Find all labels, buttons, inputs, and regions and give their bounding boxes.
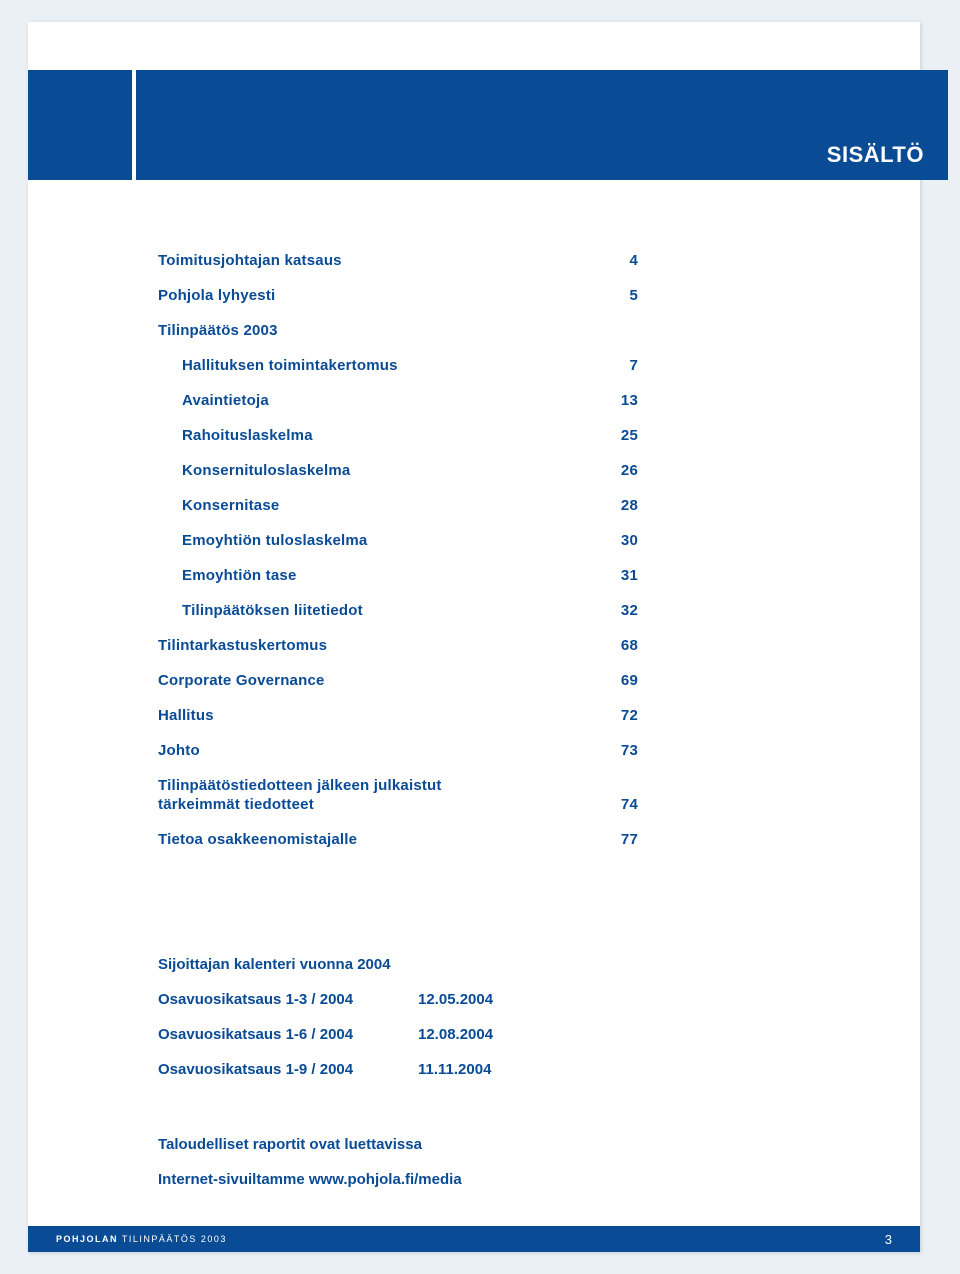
toc-page: 69 (621, 672, 638, 689)
toc-label: Konsernituloslaskelma (182, 462, 350, 479)
toc-label-line2: tärkeimmät tiedotteet (158, 796, 314, 813)
toc-label: Tilintarkastuskertomus (158, 637, 327, 654)
toc-row: Hallitus 72 (158, 707, 638, 724)
footer-bold: POHJOLAN (56, 1234, 118, 1244)
spacer (158, 866, 638, 956)
toc-row: Tilinpäätöksen liitetiedot 32 (158, 602, 638, 619)
toc-row: Toimitusjohtajan katsaus 4 (158, 252, 638, 269)
toc-label: Hallituksen toimintakertomus (182, 357, 398, 374)
spacer (158, 1096, 638, 1136)
toc-label: Avaintietoja (182, 392, 269, 409)
toc-page: 77 (621, 831, 638, 848)
calendar-label: Osavuosikatsaus 1-3 / 2004 (158, 991, 418, 1008)
toc-label: Corporate Governance (158, 672, 325, 689)
toc-page: 5 (629, 287, 638, 304)
toc-row: Pohjola lyhyesti 5 (158, 287, 638, 304)
toc-page: 68 (621, 637, 638, 654)
toc-label: Tilinpäätös 2003 (158, 322, 278, 339)
header-band-left (28, 70, 132, 180)
toc-row: Hallituksen toimintakertomus 7 (158, 357, 638, 374)
header-band-main: SISÄLTÖ (136, 70, 948, 180)
page-container: SISÄLTÖ Toimitusjohtajan katsaus 4 Pohjo… (28, 22, 920, 1252)
toc-label: Konsernitase (182, 497, 279, 514)
calendar-row: Osavuosikatsaus 1-9 / 2004 11.11.2004 (158, 1061, 638, 1078)
toc-row: Avaintietoja 13 (158, 392, 638, 409)
calendar-row: Osavuosikatsaus 1-6 / 2004 12.08.2004 (158, 1026, 638, 1043)
toc-label: Emoyhtiön tase (182, 567, 297, 584)
toc-label: Toimitusjohtajan katsaus (158, 252, 342, 269)
calendar-date: 12.08.2004 (418, 1026, 493, 1043)
footer-bar: POHJOLAN TILINPÄÄTÖS 2003 3 (28, 1226, 920, 1252)
toc-page: 32 (621, 602, 638, 619)
toc-page: 72 (621, 707, 638, 724)
toc-page: 31 (621, 567, 638, 584)
toc-row: Konsernitase 28 (158, 497, 638, 514)
toc-row: Emoyhtiön tuloslaskelma 30 (158, 532, 638, 549)
footer-left: POHJOLAN TILINPÄÄTÖS 2003 (56, 1234, 227, 1244)
toc-page: 25 (621, 427, 638, 444)
toc-page: 74 (621, 796, 638, 813)
toc-row-multiline: Tilinpäätöstiedotteen jälkeen julkaistut… (158, 777, 638, 813)
toc-label-line1: Tilinpäätöstiedotteen jälkeen julkaistut (158, 777, 638, 794)
toc-row: Johto 73 (158, 742, 638, 759)
toc-row: Tietoa osakkeenomistajalle 77 (158, 831, 638, 848)
toc-page: 73 (621, 742, 638, 759)
toc-row: Tilintarkastuskertomus 68 (158, 637, 638, 654)
toc-page: 7 (629, 357, 638, 374)
toc-page: 13 (621, 392, 638, 409)
calendar-label: Osavuosikatsaus 1-9 / 2004 (158, 1061, 418, 1078)
toc-label: Hallitus (158, 707, 214, 724)
calendar-label: Osavuosikatsaus 1-6 / 2004 (158, 1026, 418, 1043)
note-line1: Taloudelliset raportit ovat luettavissa (158, 1136, 638, 1153)
toc-row: Tilinpäätös 2003 (158, 322, 638, 339)
toc-label: Tilinpäätöksen liitetiedot (182, 602, 363, 619)
toc-row: Corporate Governance 69 (158, 672, 638, 689)
toc-page: 4 (629, 252, 638, 269)
calendar-date: 12.05.2004 (418, 991, 493, 1008)
toc-label: Tietoa osakkeenomistajalle (158, 831, 357, 848)
content-area: Toimitusjohtajan katsaus 4 Pohjola lyhye… (158, 252, 638, 1206)
toc-row: Rahoituslaskelma 25 (158, 427, 638, 444)
calendar-date: 11.11.2004 (418, 1061, 491, 1078)
note-line2: Internet-sivuiltamme www.pohjola.fi/medi… (158, 1171, 638, 1188)
calendar-row: Osavuosikatsaus 1-3 / 2004 12.05.2004 (158, 991, 638, 1008)
toc-label: Rahoituslaskelma (182, 427, 313, 444)
toc-page: 26 (621, 462, 638, 479)
toc-multiline-sub: tärkeimmät tiedotteet 74 (158, 796, 638, 813)
calendar-title: Sijoittajan kalenteri vuonna 2004 (158, 956, 638, 973)
toc-page: 30 (621, 532, 638, 549)
toc-row: Konsernituloslaskelma 26 (158, 462, 638, 479)
footer-rest: TILINPÄÄTÖS 2003 (118, 1234, 227, 1244)
toc-label: Pohjola lyhyesti (158, 287, 275, 304)
toc-label: Emoyhtiön tuloslaskelma (182, 532, 367, 549)
toc-label: Johto (158, 742, 200, 759)
toc-row: Emoyhtiön tase 31 (158, 567, 638, 584)
header-title: SISÄLTÖ (827, 142, 924, 168)
footer-page-number: 3 (885, 1232, 892, 1247)
toc-page: 28 (621, 497, 638, 514)
